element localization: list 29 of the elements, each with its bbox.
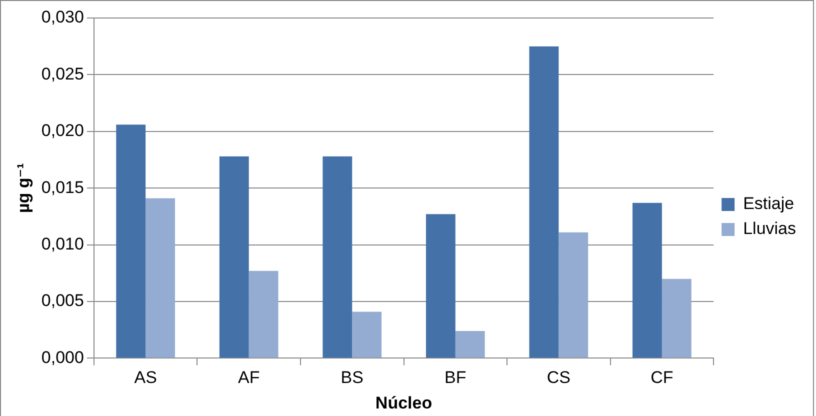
bar [426, 214, 456, 358]
y-axis-title: µg g⁻¹ [14, 162, 33, 214]
y-tick-label: 0,030 [41, 8, 84, 27]
bar [558, 232, 588, 358]
y-tick-label: 0,025 [41, 64, 84, 84]
bar [455, 330, 485, 358]
x-tick-label: CS [546, 368, 570, 388]
x-tick-label: BF [444, 368, 466, 388]
bar [322, 156, 352, 358]
x-tick-label: AF [238, 368, 260, 388]
legend-label: Lluvias [743, 219, 796, 238]
y-tick-label: 0,005 [41, 291, 84, 310]
x-tick-label: AS [134, 368, 157, 388]
bar [116, 124, 146, 358]
y-tick-label: 0,000 [41, 348, 84, 367]
x-tick-label: BS [340, 368, 364, 388]
legend-label: Estiaje [743, 194, 794, 214]
bar [632, 202, 662, 358]
bar [248, 270, 278, 358]
bar [146, 198, 176, 358]
bar [529, 46, 559, 358]
y-tick-label: 0,015 [41, 178, 84, 197]
bar [352, 312, 382, 358]
y-tick-label: 0,010 [41, 234, 84, 254]
bar [662, 278, 692, 358]
bar [219, 156, 249, 358]
x-tick-label: CF [650, 368, 674, 388]
y-tick-label: 0,020 [41, 121, 84, 140]
x-axis-title: Núcleo [375, 393, 432, 412]
